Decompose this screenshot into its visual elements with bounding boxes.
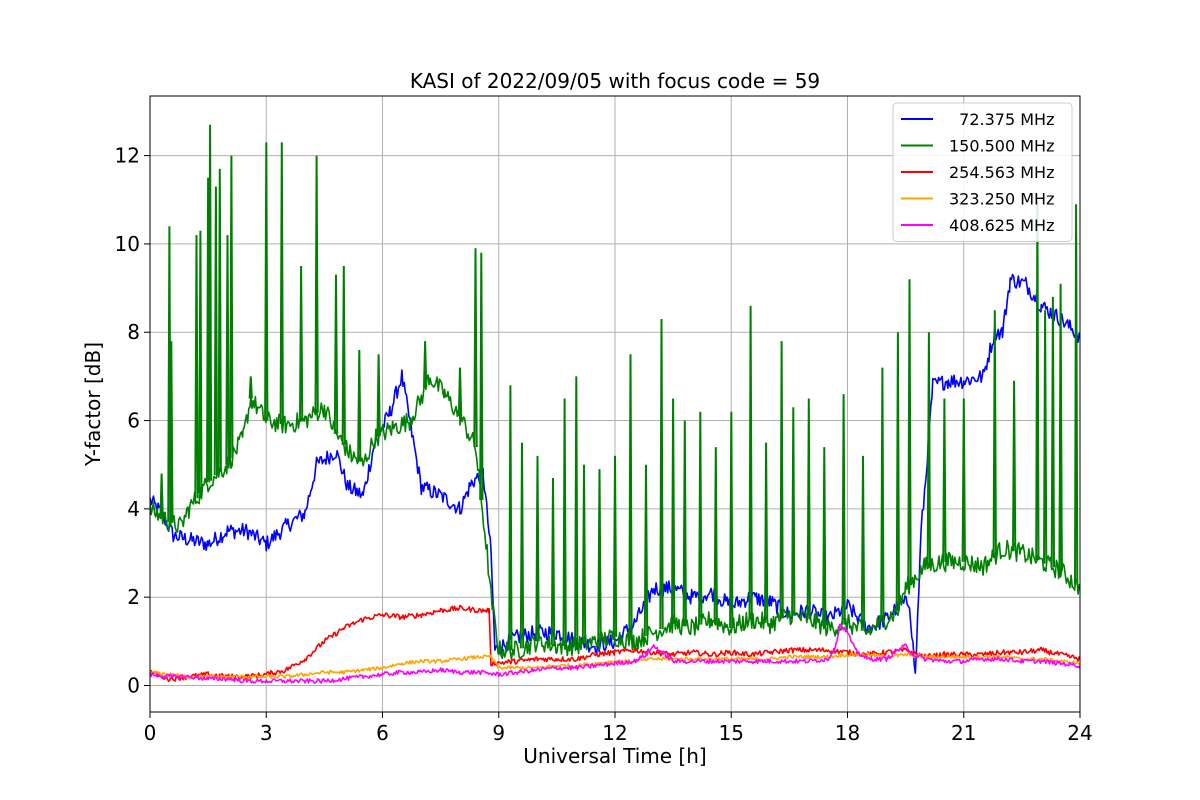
x-tick-label: 15 xyxy=(719,721,744,745)
series-spike xyxy=(597,469,602,641)
series-spike xyxy=(926,332,931,566)
y-tick-label: 2 xyxy=(127,585,140,609)
series-spike xyxy=(880,367,885,622)
series-spike xyxy=(1050,296,1055,568)
series-spike xyxy=(264,142,269,421)
series-spike xyxy=(333,274,339,434)
series-layer xyxy=(150,124,1080,684)
series-spike xyxy=(207,124,213,481)
series-spike xyxy=(423,341,428,388)
series-spike xyxy=(841,394,846,625)
legend-box xyxy=(892,102,1073,242)
x-tick-label: 21 xyxy=(951,721,976,745)
series-spike xyxy=(357,349,362,462)
series-spike xyxy=(698,411,703,625)
series-spike xyxy=(314,155,319,413)
y-tick-label: 0 xyxy=(127,674,140,698)
y-tick-label: 4 xyxy=(127,497,140,521)
legend-entry: 408.625 MHz xyxy=(949,216,1054,235)
series-spike xyxy=(225,235,230,465)
series-spike xyxy=(860,455,866,631)
x-tick-label: 24 xyxy=(1067,721,1092,745)
series-spike xyxy=(341,265,346,445)
series-spike xyxy=(562,398,567,646)
series-spike xyxy=(550,477,556,645)
series-spike xyxy=(961,398,966,562)
series-spike xyxy=(764,442,769,623)
series-spike xyxy=(1074,204,1079,585)
series-spike xyxy=(299,265,304,422)
series-spike xyxy=(376,354,381,437)
series-spike xyxy=(628,354,633,641)
series-spike xyxy=(479,252,484,501)
series-spike xyxy=(822,447,827,627)
series-spike xyxy=(806,398,811,620)
series-spike xyxy=(169,341,174,523)
series-spike xyxy=(643,464,649,637)
series-spike xyxy=(942,398,947,562)
legend-entry: 323.250 MHz xyxy=(949,190,1054,209)
series-spike xyxy=(581,464,587,645)
legend-entry: 150.500 MHz xyxy=(949,137,1054,156)
y-tick-label: 12 xyxy=(115,144,140,168)
x-tick-label: 6 xyxy=(376,721,389,745)
series-spike xyxy=(682,420,687,627)
y-tick-label: 8 xyxy=(127,320,140,344)
series-spike xyxy=(748,305,753,620)
x-tick-label: 3 xyxy=(260,721,273,745)
x-axis: 0 3 6 9 12 15 18 21 24 xyxy=(144,712,1093,745)
series-line xyxy=(150,604,1080,682)
series-spike xyxy=(194,235,199,499)
series-spike xyxy=(535,455,540,642)
series-spike xyxy=(671,398,676,624)
series-spike xyxy=(519,442,525,649)
series-spike xyxy=(248,376,253,399)
series-spike xyxy=(659,318,664,630)
y-tick-label: 6 xyxy=(127,409,140,433)
series-spike xyxy=(279,142,284,425)
x-tick-label: 12 xyxy=(602,721,627,745)
series-spike xyxy=(213,186,218,476)
series-spike xyxy=(1012,380,1017,552)
series-spike xyxy=(779,341,784,619)
series-spike xyxy=(457,367,463,417)
series-spike xyxy=(612,455,618,637)
series-spike xyxy=(159,473,164,517)
series-spike xyxy=(473,248,478,448)
series-spike xyxy=(574,376,579,646)
series-spike xyxy=(791,407,796,616)
series-spike xyxy=(1035,199,1040,561)
series-spike xyxy=(508,385,513,651)
y-tick-label: 10 xyxy=(115,232,140,256)
series-spike xyxy=(992,310,997,556)
series-spike xyxy=(229,155,234,459)
plot-area xyxy=(150,124,1080,684)
x-axis-label: Universal Time [h] xyxy=(523,744,706,768)
series-line xyxy=(150,623,1080,684)
series-spike xyxy=(1058,385,1063,571)
y-axis: 0 2 4 6 8 10 12 xyxy=(115,144,150,698)
x-tick-label: 18 xyxy=(835,721,860,745)
legend-entry: 72.375 MHz xyxy=(949,110,1054,129)
series-spike xyxy=(713,447,718,622)
legend: 72.375 MHz 150.500 MHz 254.563 MHz 323.250 … xyxy=(892,102,1073,242)
y-axis-label: Y-factor [dB] xyxy=(81,342,105,467)
series-spike xyxy=(1043,310,1048,564)
series-line xyxy=(150,374,1080,661)
series-spike xyxy=(895,332,900,611)
x-tick-label: 9 xyxy=(492,721,505,745)
x-tick-label: 0 xyxy=(144,721,157,745)
series-spike xyxy=(198,230,203,494)
legend-entry: 254.563 MHz xyxy=(949,163,1054,182)
series-spike xyxy=(217,168,222,472)
chart-title: KASI of 2022/09/05 with focus code = 59 xyxy=(410,69,820,93)
series-spike xyxy=(729,411,734,629)
series-spike xyxy=(907,279,912,584)
